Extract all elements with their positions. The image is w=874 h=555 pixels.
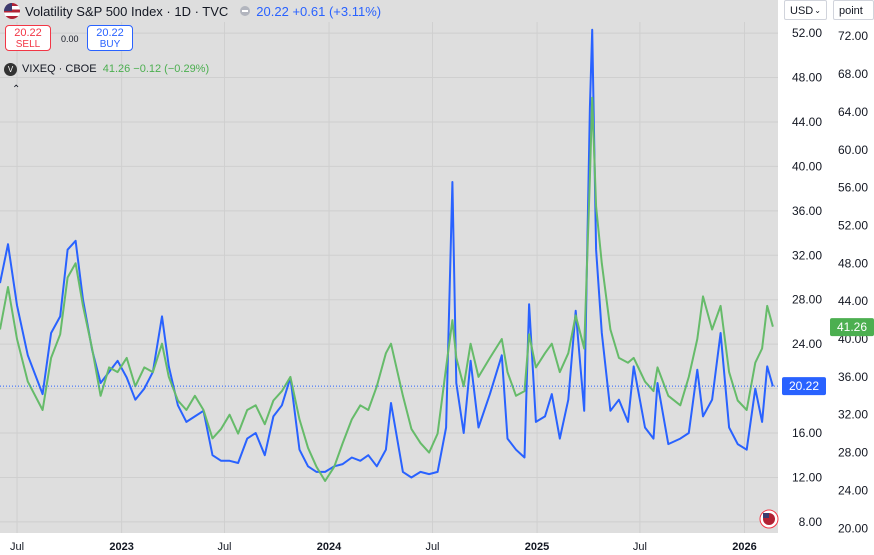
- left-axis-tick-label: 24.00: [792, 337, 822, 351]
- comparison-legend: V VIXEQ · CBOE 41.26 −0.12 (−0.29%): [4, 61, 209, 77]
- right-axis-tick-label: 48.00: [838, 256, 868, 270]
- vixeq-last-price-badge: [830, 318, 874, 337]
- sell-button[interactable]: 20.22 SELL: [5, 25, 51, 51]
- comparison-change: −0.12 (−0.29%): [133, 63, 210, 75]
- us-flag-icon: [4, 3, 20, 19]
- unit-select[interactable]: point: [833, 0, 874, 20]
- currency-value: USD: [790, 5, 814, 17]
- vixeq-series-line: [0, 96, 774, 482]
- right-axis-tick-label: 44.00: [838, 294, 868, 308]
- x-tick-label: 2023: [109, 541, 133, 553]
- event-flag-canton: [763, 513, 769, 518]
- vixeq-logo-icon: V: [4, 62, 17, 76]
- right-axis-tick-label: 32.00: [838, 408, 868, 422]
- sell-price: 20.22: [14, 27, 42, 39]
- symbol-header: Volatility S&P 500 Index · 1D · TVC 20.2…: [4, 2, 381, 20]
- buy-label: BUY: [99, 39, 121, 50]
- left-axis-tick-label: 12.00: [792, 470, 822, 484]
- buy-price: 20.22: [96, 27, 124, 39]
- left-axis-tick-label: 48.00: [792, 71, 822, 85]
- chevron-down-icon: ⌄: [814, 6, 821, 15]
- symbol-title[interactable]: Volatility S&P 500 Index · 1D · TVC: [25, 3, 229, 19]
- right-axis-tick-label: 72.00: [838, 29, 868, 43]
- x-tick-label: 2025: [525, 541, 549, 553]
- x-tick-label: Jul: [425, 541, 439, 553]
- right-axis-tick-label: 60.00: [838, 143, 868, 157]
- right-axis-tick-label: 24.00: [838, 483, 868, 497]
- vixeq-last-price-label: 41.26: [837, 320, 867, 334]
- x-tick-label: 2026: [732, 541, 756, 553]
- x-tick-label: Jul: [217, 541, 231, 553]
- left-axis-tick-label: 32.00: [792, 248, 822, 262]
- comparison-last: 41.26: [102, 63, 131, 75]
- spread-value: 0.00: [61, 34, 79, 44]
- left-axis-tick-label: 28.00: [792, 293, 822, 307]
- collapse-legend-icon[interactable]: ⌃: [12, 84, 21, 95]
- comparison-symbol[interactable]: VIXEQ · CBOE: [22, 63, 97, 75]
- left-axis-tick-label: 52.00: [792, 26, 822, 40]
- right-axis-tick-label: 20.00: [838, 521, 868, 535]
- time-axis-panel: [0, 533, 778, 555]
- price-axis-panel: [778, 0, 874, 555]
- right-axis-tick-label: 52.00: [838, 218, 868, 232]
- left-axis-tick-label: 40.00: [792, 159, 822, 173]
- left-axis-tick-label: 36.00: [792, 204, 822, 218]
- x-tick-label: 2024: [317, 541, 342, 553]
- right-axis-tick-label: 36.00: [838, 370, 868, 384]
- right-axis-tick-label: 68.00: [838, 67, 868, 81]
- sell-label: SELL: [15, 39, 41, 50]
- left-axis-tick-label: 44.00: [792, 115, 822, 129]
- vix-last-price-badge: [782, 377, 826, 396]
- buy-button[interactable]: 20.22 BUY: [87, 25, 133, 51]
- right-axis-tick-label: 28.00: [838, 446, 868, 460]
- left-axis-tick-label: 16.00: [792, 426, 822, 440]
- left-axis-tick-label: 8.00: [799, 515, 823, 529]
- right-axis-tick-label: 64.00: [838, 105, 868, 119]
- x-tick-label: Jul: [10, 541, 24, 553]
- vix-last-price-label: 20.22: [789, 379, 819, 393]
- last-price: 20.22: [256, 3, 289, 19]
- price-change: +0.61 (+3.11%): [292, 3, 382, 19]
- right-axis-tick-label: 56.00: [838, 181, 868, 195]
- currency-select[interactable]: USD ⌄: [784, 0, 827, 20]
- vix-series-line: [0, 28, 774, 479]
- unit-value: point: [839, 5, 863, 17]
- x-tick-label: Jul: [633, 541, 647, 553]
- market-status-icon[interactable]: [240, 6, 251, 16]
